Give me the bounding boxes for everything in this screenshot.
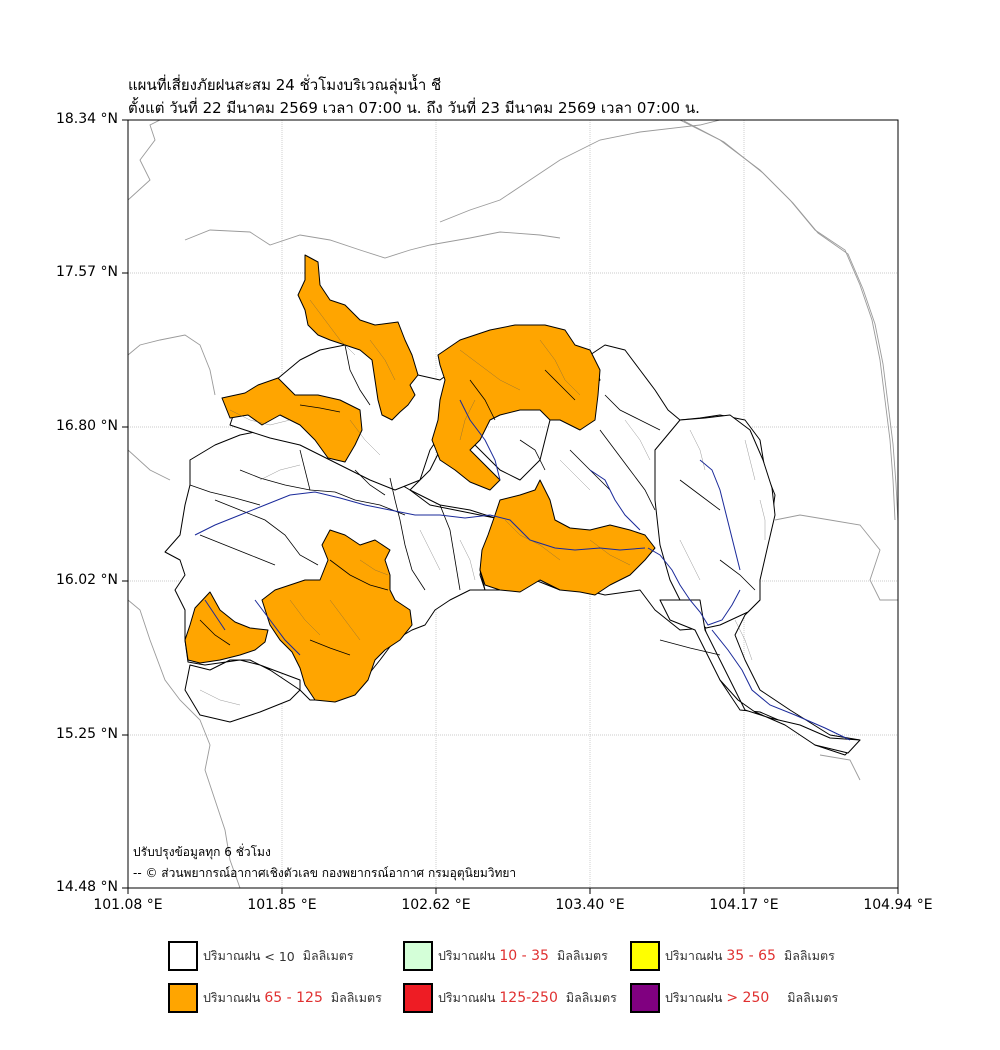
mekong-border-2 xyxy=(683,120,898,523)
legend-item-65-125: ปริมาณฝน 65 - 125 มิลลิเมตร xyxy=(168,981,382,1015)
legend-prefix: ปริมาณฝน xyxy=(203,948,261,963)
lat-tick-label: 14.48 °N xyxy=(55,879,118,895)
legend-prefix: ปริมาณฝน xyxy=(438,948,496,963)
mekong-border xyxy=(679,120,896,521)
legend-prefix: ปริมาณฝน xyxy=(203,990,261,1005)
basin-orange-central-south xyxy=(261,529,413,703)
sub-basins xyxy=(164,254,861,756)
lat-tick-label: 16.80 °N xyxy=(55,418,118,434)
legend-swatch xyxy=(168,983,198,1013)
legend-range: 125-250 xyxy=(499,990,558,1006)
sub-basin-divides xyxy=(189,344,756,656)
basin-orange-north-narrow xyxy=(297,254,419,421)
legend-prefix: ปริมาณฝน xyxy=(665,990,723,1005)
stream-network xyxy=(199,299,766,706)
legend-range: < 10 xyxy=(264,948,295,964)
lat-tick-label: 16.02 °N xyxy=(55,572,118,588)
lon-tick-label: 104.94 °E xyxy=(863,897,933,913)
map-title: แผนที่เสี่ยงภัยฝนสะสม 24 ชั่วโมงบริเวณลุ… xyxy=(128,76,442,94)
legend-prefix: ปริมาณฝน xyxy=(665,948,723,963)
basin-orange-southwest xyxy=(184,591,269,664)
chi-river-south xyxy=(711,629,851,741)
lon-tick-label: 101.85 °E xyxy=(247,897,317,913)
tick-marks xyxy=(122,119,899,894)
basin-orange-central-east xyxy=(479,479,656,596)
legend-unit: มิลลิเมตร xyxy=(302,948,354,963)
border-north-ridge xyxy=(439,120,721,223)
legend-unit: มิลลิเมตร xyxy=(330,990,382,1005)
border-laos xyxy=(128,334,216,396)
border-west-south xyxy=(128,599,241,888)
lon-tick-label: 103.40 °E xyxy=(555,897,625,913)
lat-tick-label: 18.34 °N xyxy=(55,111,118,127)
river-west xyxy=(254,599,301,656)
legend-prefix: ปริมาณฝน xyxy=(438,990,496,1005)
chi-river-lower xyxy=(647,547,741,626)
lat-tick-label: 15.25 °N xyxy=(55,726,118,742)
legend-swatch xyxy=(403,983,433,1013)
legend-item-gt250: ปริมาณฝน > 250 มิลลิเมตร xyxy=(630,981,838,1015)
admin-borders xyxy=(128,120,898,888)
lon-tick-label: 102.62 °E xyxy=(401,897,471,913)
lon-tick-label: 104.17 °E xyxy=(709,897,779,913)
lon-tick-label: 101.08 °E xyxy=(93,897,163,913)
basin-east-white xyxy=(654,414,776,629)
legend-unit: มิลลิเมตร xyxy=(787,990,839,1005)
rivers xyxy=(194,399,851,741)
legend-range: 35 - 65 xyxy=(726,948,776,964)
legend-unit: มิลลิเมตร xyxy=(783,948,835,963)
border-south xyxy=(819,754,861,781)
river-center xyxy=(589,469,641,531)
legend-range: 65 - 125 xyxy=(264,990,323,1006)
chi-river xyxy=(194,491,646,551)
update-note: ปรับปรุงข้อมูลทุก 6 ชั่วโมง xyxy=(133,845,271,859)
basin-southeast-white xyxy=(659,599,861,754)
legend-swatch xyxy=(403,941,433,971)
legend-unit: มิลลิเมตร xyxy=(556,948,608,963)
legend-range: > 250 xyxy=(726,990,770,1006)
map-subtitle: ตั้งแต่ วันที่ 22 มีนาคม 2569 เวลา 07:00… xyxy=(128,99,700,117)
legend-item-125-250: ปริมาณฝน 125-250 มิลลิเมตร xyxy=(403,981,617,1015)
legend-swatch xyxy=(168,941,198,971)
credit-note: -- © ส่วนพยากรณ์อากาศเชิงตัวเลข กองพยากร… xyxy=(133,866,517,880)
river-east xyxy=(699,459,741,571)
lat-tick-label: 17.57 °N xyxy=(55,264,118,280)
border-east xyxy=(774,514,898,601)
border-nw xyxy=(128,449,171,481)
legend-item-35-65: ปริมาณฝน 35 - 65 มิลลิเมตร xyxy=(630,939,835,973)
legend-item-lt10: ปริมาณฝน < 10 มิลลิเมตร xyxy=(168,939,354,973)
border-north-mid xyxy=(184,229,561,259)
legend-item-10-35: ปริมาณฝน 10 - 35 มิลลิเมตร xyxy=(403,939,608,973)
legend-swatch xyxy=(630,941,660,971)
map-frame xyxy=(127,119,899,889)
country-border-north xyxy=(128,120,161,201)
legend-swatch xyxy=(630,983,660,1013)
river-north-center xyxy=(459,399,501,481)
legend-range: 10 - 35 xyxy=(499,948,549,964)
river-sw xyxy=(204,599,226,631)
legend-unit: มิลลิเมตร xyxy=(565,990,617,1005)
basin-orange-northwest xyxy=(221,377,363,463)
